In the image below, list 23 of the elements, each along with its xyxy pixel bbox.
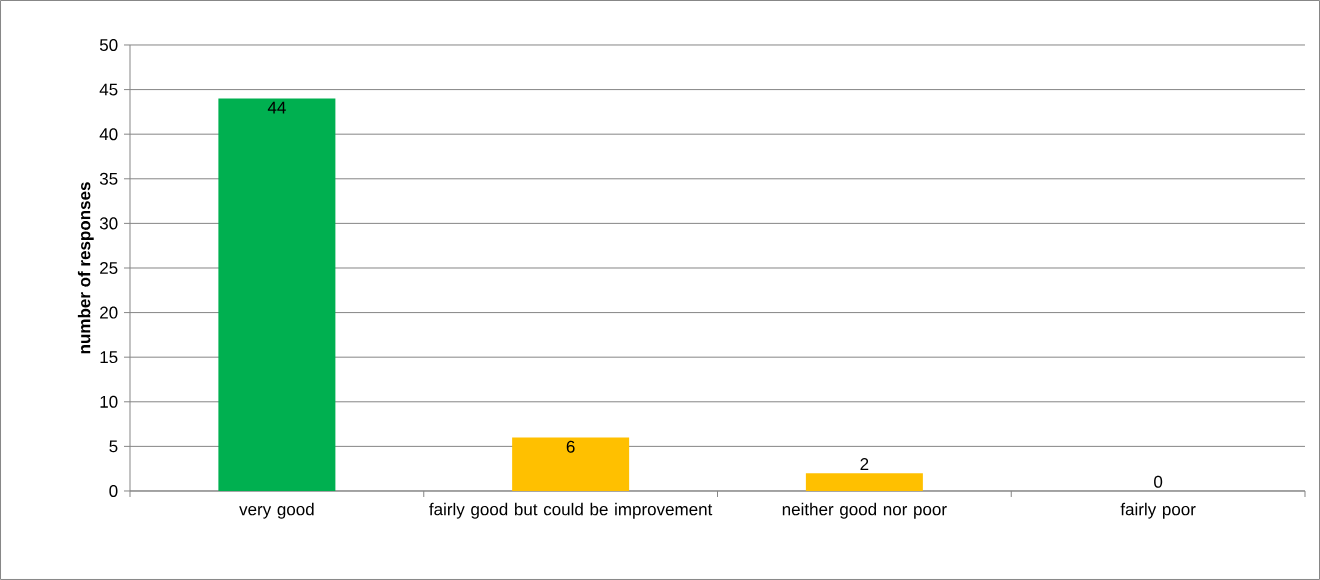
y-axis-title: number of responses (77, 182, 94, 354)
y-tick-label: 45 (99, 83, 118, 96)
bar (512, 437, 630, 491)
y-tick-label: 50 (99, 38, 118, 52)
y-tick-label: 0 (109, 484, 118, 498)
data-label: 44 (267, 101, 286, 114)
data-label: 0 (1154, 475, 1163, 488)
bar (218, 98, 336, 491)
x-tick-label: fairly good but could be improvement (429, 502, 713, 519)
data-label: 6 (566, 440, 575, 453)
y-tick-label: 10 (100, 395, 118, 408)
data-label: 2 (860, 458, 869, 470)
y-tick-label: 30 (99, 217, 118, 230)
x-tick-label: very good (239, 502, 314, 519)
y-tick-label: 5 (109, 440, 118, 453)
y-tick-label: 35 (99, 172, 118, 185)
x-tick-label: fairly poor (1120, 502, 1196, 519)
y-tick-label: 20 (100, 306, 118, 319)
x-tick-label: neither good nor poor (782, 502, 947, 519)
y-tick-label: 40 (99, 128, 118, 141)
y-tick-label: 25 (100, 261, 118, 275)
y-tick-label: 15 (100, 351, 118, 364)
bar (805, 473, 923, 491)
